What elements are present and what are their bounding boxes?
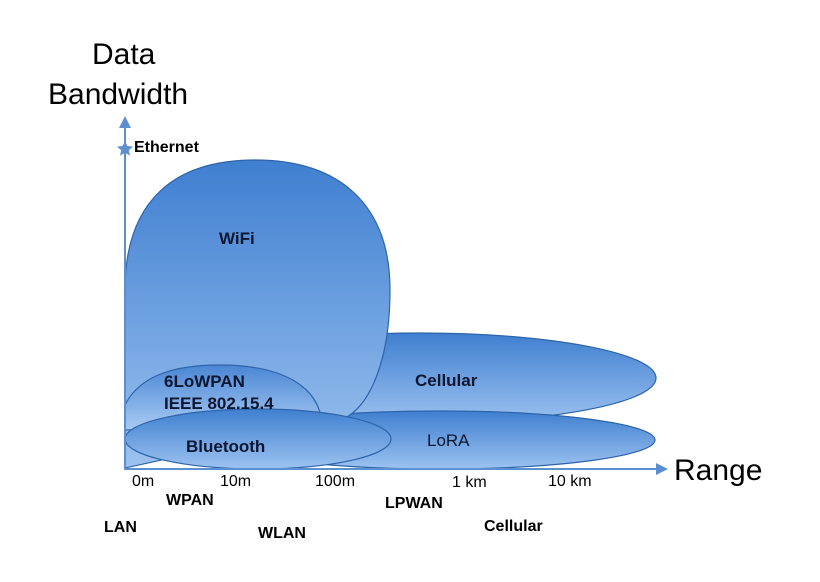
category-label-lpwan: LPWAN <box>385 495 443 512</box>
wifi-label: WiFi <box>219 229 255 248</box>
bluetooth-label: Bluetooth <box>186 437 266 456</box>
x-axis-title: Range <box>674 454 763 487</box>
x-axis-arrowhead <box>656 463 668 475</box>
cellular-region-label: Cellular <box>415 371 478 390</box>
category-label-wpan: WPAN <box>166 492 214 509</box>
tick-label: 10 km <box>548 473 592 490</box>
y-axis-arrowhead <box>119 116 131 128</box>
y-axis-title-line2: Bandwidth <box>48 78 189 111</box>
y-axis-title-line1: Data <box>92 38 156 71</box>
tick-label: 100m <box>315 473 356 490</box>
tick-label: 0m <box>132 473 155 490</box>
lora-label: LoRA <box>427 431 470 450</box>
ethernet-star-icon <box>117 141 133 156</box>
ethernet-label: Ethernet <box>134 139 199 156</box>
category-label-cellular: Cellular <box>484 518 543 535</box>
lowpan-label-line2: IEEE 802.15.4 <box>164 394 274 413</box>
category-label-lan: LAN <box>104 519 137 536</box>
tick-label: 1 km <box>452 474 487 491</box>
lowpan-label-line1: 6LoWPAN <box>164 372 245 391</box>
tick-label: 10m <box>220 473 252 490</box>
category-label-wlan: WLAN <box>258 525 306 542</box>
